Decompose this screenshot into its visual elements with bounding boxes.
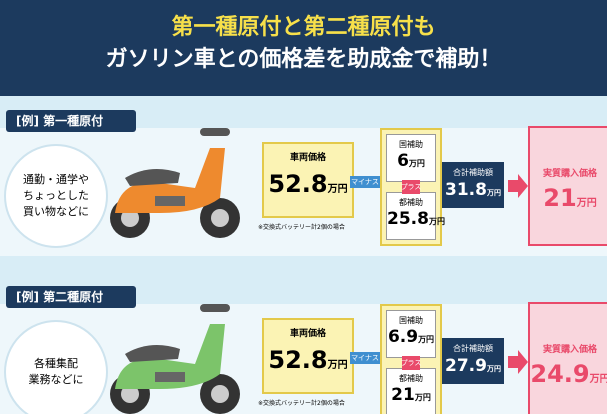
- description-line: 通勤・通学や: [23, 173, 89, 186]
- metro-unit: 万円: [414, 393, 431, 402]
- metro-label: 都補助: [399, 374, 423, 383]
- total-number: 31.8: [445, 180, 487, 200]
- final-unit: 万円: [589, 374, 607, 385]
- metro-number: 25.8: [387, 209, 429, 229]
- plus-cross: [402, 356, 420, 370]
- national-unit: 万円: [408, 159, 425, 168]
- title-line: ガソリン車との価格差を助成金で補助！: [105, 47, 502, 72]
- total-value: 31.8万円: [442, 180, 504, 200]
- final-label: 実質購入価格: [542, 345, 597, 355]
- total-box: 合計補助額 27.9万円: [442, 338, 504, 384]
- arrow-shaft: [508, 356, 518, 368]
- scooter-illustration: [110, 128, 240, 238]
- metro-box: 都補助 21万円: [386, 368, 436, 414]
- vehicle-price-label: 車両価格: [289, 329, 326, 339]
- vehicle-price-label: 車両価格: [289, 153, 326, 163]
- description-line: 買い物などに: [23, 205, 89, 218]
- price-number: 52.8: [268, 170, 328, 198]
- scooter-illustration: [110, 304, 240, 414]
- national-box: 国補助 6万円: [386, 134, 436, 182]
- national-unit: 万円: [418, 335, 435, 344]
- price-unit: 万円: [327, 184, 348, 195]
- header: 第一種原付と第二種原付も ガソリン車との価格差を助成金で補助！: [0, 0, 607, 96]
- national-value: 6.9万円: [387, 327, 435, 347]
- title-line: 第一種原付と第二種原付も: [171, 15, 436, 40]
- description-line: ちょっとした: [23, 189, 89, 202]
- total-box: 合計補助額 31.8万円: [442, 162, 504, 208]
- final-label: 実質購入価格: [542, 169, 597, 179]
- national-box: 国補助 6.9万円: [386, 310, 436, 358]
- description-line: 各種集配: [34, 357, 78, 370]
- national-label: 国補助: [399, 316, 423, 325]
- note: ※交換式バッテリー計2個の場合: [258, 224, 345, 231]
- national-value: 6万円: [387, 151, 435, 171]
- final-number: 21: [543, 184, 577, 212]
- plus-cross: [402, 180, 420, 194]
- total-label: 合計補助額: [453, 168, 493, 177]
- final-value: 21万円: [530, 184, 607, 212]
- national-number: 6: [397, 151, 409, 171]
- total-unit: 万円: [486, 365, 501, 373]
- total-number: 27.9: [445, 356, 487, 376]
- price-unit: 万円: [327, 360, 348, 371]
- final-unit: 万円: [576, 198, 597, 209]
- vehicle-price-box: 車両価格 52.8万円: [262, 318, 354, 394]
- metro-label: 都補助: [399, 198, 423, 207]
- arrow-head: [518, 350, 528, 374]
- final-number: 24.9: [530, 360, 590, 388]
- description-line: 業務などに: [28, 373, 84, 386]
- metro-box: 都補助 25.8万円: [386, 192, 445, 240]
- final-value: 24.9万円: [530, 360, 607, 388]
- metro-value: 21万円: [387, 385, 435, 405]
- total-label: 合計補助額: [453, 344, 493, 353]
- minus-tag: マイナス: [350, 176, 380, 188]
- national-label: 国補助: [399, 140, 423, 149]
- final-box: 実質購入価格 21万円: [528, 126, 607, 246]
- plus-tag: プラス: [400, 183, 422, 191]
- subsidy-box: 国補助 6.9万円 都補助 21万円 プラス: [380, 304, 442, 414]
- total-unit: 万円: [486, 189, 501, 197]
- arrow-head: [518, 174, 528, 198]
- metro-value: 25.8万円: [387, 209, 445, 229]
- minus-tag: マイナス: [350, 352, 380, 364]
- plus-tag: プラス: [400, 359, 422, 367]
- arrow-shaft: [508, 180, 518, 192]
- price-number: 52.8: [268, 346, 328, 374]
- description-circle: 各種集配 業務などに: [4, 320, 108, 414]
- vehicle-price-value: 52.8万円: [264, 346, 352, 374]
- metro-number: 21: [391, 385, 415, 405]
- description-circle: 通勤・通学や ちょっとした 買い物などに: [4, 144, 108, 248]
- vehicle-price-box: 車両価格 52.8万円: [262, 142, 354, 218]
- metro-unit: 万円: [428, 217, 445, 226]
- subsidy-box: 国補助 6万円 都補助 25.8万円 プラス: [380, 128, 445, 246]
- section-tag: [例] 第二種原付: [6, 286, 136, 308]
- total-value: 27.9万円: [442, 356, 504, 376]
- note: ※交換式バッテリー計2個の場合: [258, 400, 345, 407]
- final-box: 実質購入価格 24.9万円: [528, 302, 607, 414]
- section-tag: [例] 第一種原付: [6, 110, 136, 132]
- national-number: 6.9: [387, 327, 419, 347]
- vehicle-price-value: 52.8万円: [264, 170, 352, 198]
